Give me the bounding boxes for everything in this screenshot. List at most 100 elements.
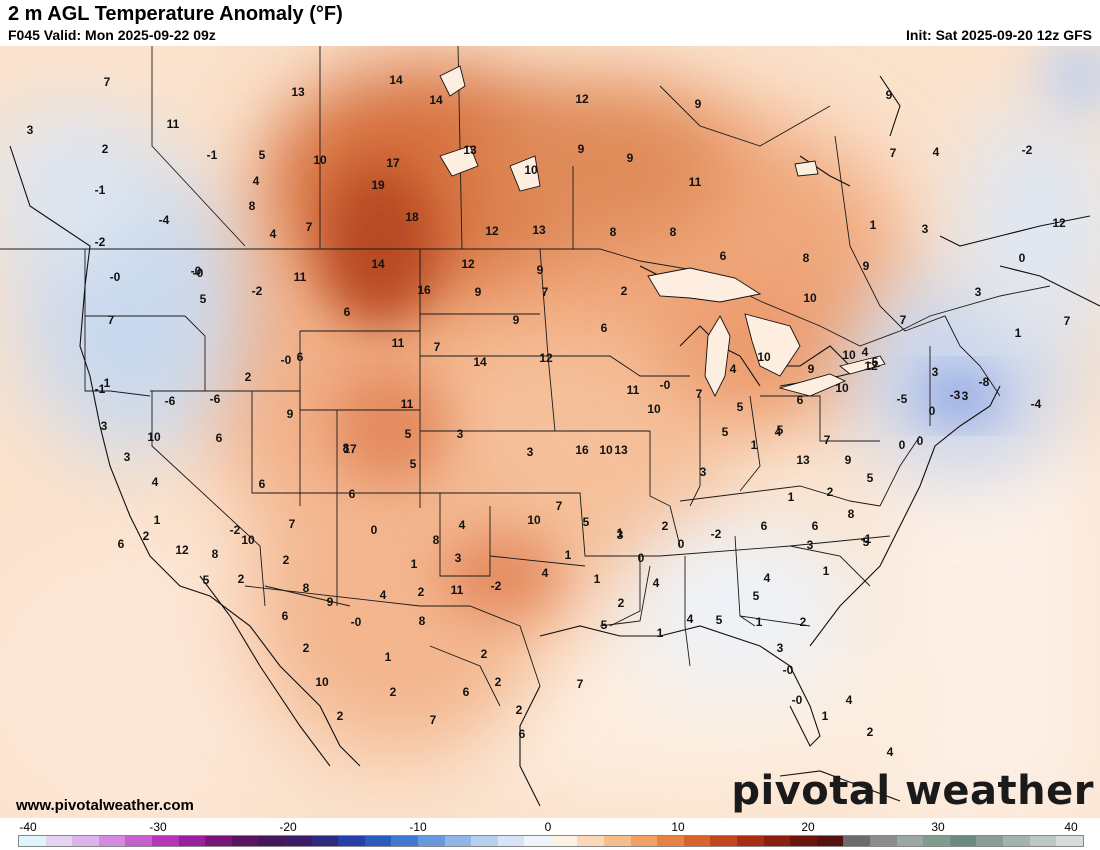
- colorbar-swatch: [205, 836, 232, 846]
- anomaly-value: 0: [638, 551, 645, 565]
- anomaly-value: 4: [380, 588, 387, 602]
- anomaly-value: 10: [527, 513, 541, 527]
- anomaly-value: 5: [777, 423, 784, 437]
- anomaly-value: 6: [216, 431, 223, 445]
- anomaly-value: 6: [259, 477, 266, 491]
- anomaly-value: -0: [191, 264, 202, 278]
- map-title: 2 m AGL Temperature Anomaly (°F): [8, 3, 343, 25]
- anomaly-value: 2: [827, 485, 834, 499]
- anomaly-value: 10: [315, 675, 329, 689]
- anomaly-value: -0: [281, 353, 292, 367]
- anomaly-value: 11: [294, 270, 307, 284]
- anomaly-value: -0: [193, 266, 204, 280]
- anomaly-value: -0: [110, 270, 121, 284]
- anomaly-value: 12: [575, 92, 589, 106]
- colorbar-swatch: [258, 836, 285, 846]
- anomaly-value: 6: [463, 685, 470, 699]
- anomaly-value: 4: [270, 227, 277, 241]
- anomaly-value: -0: [792, 693, 803, 707]
- colorbar-label: -40: [19, 820, 37, 834]
- site-url: www.pivotalweather.com: [16, 797, 194, 814]
- anomaly-value: 2: [621, 284, 628, 298]
- anomaly-value: 18: [405, 210, 419, 224]
- anomaly-value: 10: [835, 381, 849, 395]
- anomaly-value: 5: [753, 589, 760, 603]
- anomaly-value: 4: [730, 362, 737, 376]
- anomaly-value: 6: [797, 393, 804, 407]
- anomaly-value: 5: [583, 515, 590, 529]
- anomaly-value: -1: [207, 148, 218, 162]
- anomaly-value: -2: [95, 235, 106, 249]
- anomaly-value: 6: [519, 727, 526, 741]
- colorbar-swatch: [1002, 836, 1030, 846]
- colorbar-scale: [18, 835, 1084, 847]
- brand-logo: pivotal weather: [731, 768, 1094, 814]
- anomaly-value: 8: [803, 251, 810, 265]
- anomaly-value: 12: [461, 257, 475, 271]
- anomaly-value: 4: [775, 425, 782, 439]
- anomaly-value: 13: [796, 453, 810, 467]
- anomaly-value: 2: [390, 685, 397, 699]
- anomaly-value: 6: [349, 487, 356, 501]
- anomaly-value: 5: [737, 400, 744, 414]
- header: 2 m AGL Temperature Anomaly (°F) F045 Va…: [0, 0, 1100, 46]
- anomaly-value: 4: [933, 145, 940, 159]
- anomaly-value: -2: [1022, 143, 1033, 157]
- anomaly-value: 9: [808, 362, 815, 376]
- colorbar-swatch: [231, 836, 259, 846]
- anomaly-value: -5: [868, 355, 879, 369]
- colorbar-swatch: [284, 836, 312, 846]
- anomaly-value: 6: [282, 609, 289, 623]
- colorbar-swatch: [125, 836, 152, 846]
- anomaly-value: 0: [1019, 251, 1026, 265]
- colorbar-swatch: [550, 836, 578, 846]
- anomaly-value: 1: [822, 709, 829, 723]
- colorbar-swatch: [577, 836, 605, 846]
- anomaly-value: 1: [411, 557, 418, 571]
- anomaly-value: 11: [167, 117, 180, 131]
- anomaly-value: 1: [751, 438, 758, 452]
- anomaly-value: 7: [108, 313, 115, 327]
- anomaly-value: 7: [900, 313, 907, 327]
- anomaly-value: 11: [689, 175, 702, 189]
- colorbar-swatch: [630, 836, 658, 846]
- anomaly-value: 7: [890, 146, 897, 160]
- anomaly-value: 4: [887, 745, 894, 759]
- anomaly-value: 11: [392, 336, 405, 350]
- anomaly-value: 1: [594, 572, 601, 586]
- colorbar-swatch: [657, 836, 684, 846]
- anomaly-value: 7: [1064, 314, 1071, 328]
- colorbar-label: 20: [801, 820, 815, 834]
- anomaly-value: 3: [777, 641, 784, 655]
- anomaly-value: 7: [577, 677, 584, 691]
- anomaly-value: 2: [618, 596, 625, 610]
- colorbar-swatch: [737, 836, 764, 846]
- anomaly-value: 6: [761, 519, 768, 533]
- anomaly-value: 2: [238, 572, 245, 586]
- anomaly-value: 1: [756, 615, 763, 629]
- colorbar-swatch: [338, 836, 365, 846]
- anomaly-value: 12: [175, 543, 189, 557]
- anomaly-value: 10: [757, 350, 771, 364]
- anomaly-value: 5: [405, 427, 412, 441]
- anomaly-value: -4: [1031, 397, 1042, 411]
- anomaly-value: -3: [950, 388, 961, 402]
- colorbar-swatch: [471, 836, 498, 846]
- colorbar-swatch: [524, 836, 551, 846]
- anomaly-value: 3: [922, 222, 929, 236]
- anomaly-value: 4: [687, 612, 694, 626]
- colorbar-swatch: [816, 836, 844, 846]
- colorbar-swatch: [710, 836, 738, 846]
- colorbar-swatch: [45, 836, 73, 846]
- anomaly-value: 12: [539, 351, 553, 365]
- anomaly-value: 0: [371, 523, 378, 537]
- anomaly-value: 3: [700, 465, 707, 479]
- anomaly-value: 16: [575, 443, 589, 457]
- anomaly-value: 1: [385, 650, 392, 664]
- anomaly-value: 2: [102, 142, 109, 156]
- anomaly-value: 6: [812, 519, 819, 533]
- anomaly-map[interactable]: 7 13 14 14 12 9 9 3 11 2 -1 5 10 17 13 10 9 9 7 4 -1 19 11 4 8 -4…: [0, 46, 1100, 818]
- anomaly-value: 1: [104, 376, 111, 390]
- init-time: Init: Sat 2025-09-20 12z GFS: [906, 27, 1092, 43]
- anomaly-value: 13: [291, 85, 305, 99]
